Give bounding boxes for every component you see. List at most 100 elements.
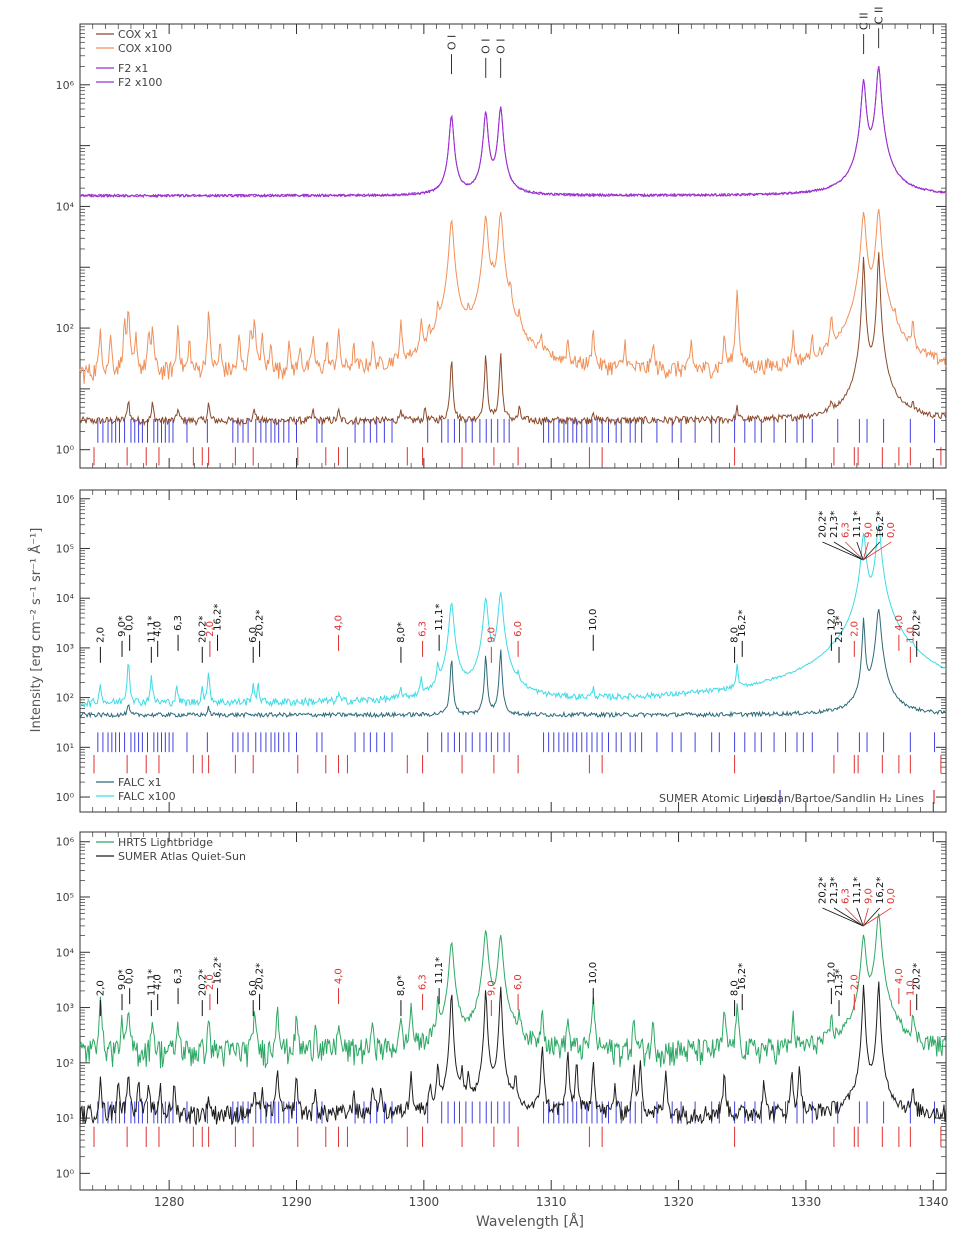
y-tick-label: 10⁰ bbox=[56, 791, 75, 804]
h2-label: 6,3 bbox=[173, 968, 184, 984]
y-tick-label: 10⁵ bbox=[56, 891, 74, 904]
line-id-label: C II bbox=[873, 7, 886, 25]
series-line-falc-x1 bbox=[79, 608, 947, 719]
line-id-label: O I bbox=[480, 38, 493, 53]
legend-label: COX x1 bbox=[118, 28, 158, 41]
h2-label: 6,3 bbox=[418, 974, 429, 990]
h2-top-label: 0,0 bbox=[886, 522, 897, 538]
y-tick-label: 10⁵ bbox=[56, 542, 74, 555]
h2-top-leader bbox=[822, 907, 864, 927]
h2-top-leader bbox=[856, 907, 864, 927]
series-line-cox-x100 bbox=[79, 208, 947, 384]
y-tick-label: 10² bbox=[56, 1057, 74, 1070]
h2-top-label: 16,2* bbox=[875, 877, 886, 904]
x-tick-label: 1330 bbox=[791, 1195, 822, 1209]
h2-label: 20,2* bbox=[912, 610, 923, 637]
h2-label: 16,2* bbox=[213, 604, 224, 631]
h2-top-leader bbox=[845, 907, 864, 927]
h2-top-leader bbox=[863, 541, 892, 561]
h2-label: 12,0 bbox=[826, 962, 837, 984]
h2-label: 16,2* bbox=[213, 957, 224, 984]
y-tick-label: 10⁴ bbox=[56, 592, 75, 605]
line-id-label: C II bbox=[858, 12, 871, 30]
h2-label: 20,2* bbox=[255, 610, 266, 637]
h2-label: 6,0 bbox=[513, 621, 524, 637]
h2-label: 10,0 bbox=[588, 962, 599, 984]
series-line-f2-x100 bbox=[79, 66, 947, 199]
h2-label: 4,0 bbox=[153, 974, 164, 990]
h2-label: 4,0 bbox=[153, 621, 164, 637]
h2-top-leader bbox=[845, 541, 864, 561]
h2-top-label: 16,2* bbox=[875, 511, 886, 538]
h2-label: 2,0 bbox=[95, 980, 106, 996]
legend-label: COX x100 bbox=[118, 42, 172, 55]
h2-label: 9,0* bbox=[117, 969, 128, 990]
h2-top-label: 20,2* bbox=[817, 877, 828, 904]
legend-label: HRTS Lightbridge bbox=[118, 836, 213, 849]
h2-label: 2,0 bbox=[849, 974, 860, 990]
h2-label: 0,0 bbox=[125, 615, 136, 631]
series-line-cox-x1 bbox=[79, 252, 947, 427]
y-tick-label: 10⁶ bbox=[56, 79, 75, 92]
h2-label: 8,0* bbox=[396, 622, 407, 643]
panel-bottom: 10⁰ 10¹ 10² 10³ 10⁴ 10⁵ 10⁶ HRTS LightbridgeSUM… bbox=[56, 831, 947, 1191]
line-id-label: O I bbox=[445, 35, 458, 50]
h2-label: 9,0 bbox=[486, 627, 497, 643]
h2-label: 6,3 bbox=[418, 621, 429, 637]
h2-label: 12,0 bbox=[826, 609, 837, 631]
h2-label: 2,0 bbox=[95, 627, 106, 643]
y-tick-label: 10⁴ bbox=[56, 946, 75, 959]
h2-label: 2,0 bbox=[849, 621, 860, 637]
h2-label: 4,0 bbox=[894, 615, 905, 631]
h2-top-label: 6,3 bbox=[840, 522, 851, 538]
h2-label: 11,1* bbox=[146, 969, 157, 996]
h2-top-label: 20,2* bbox=[817, 511, 828, 538]
legend-label: F2 x1 bbox=[118, 62, 148, 75]
h2-label: 1,0 bbox=[905, 627, 916, 643]
x-tick-label: 1320 bbox=[663, 1195, 694, 1209]
h2-label: 8,0 bbox=[730, 980, 741, 996]
h2-label: 9,0 bbox=[486, 980, 497, 996]
y-tick-label: 10⁶ bbox=[56, 836, 75, 849]
h2-label: 8,0 bbox=[730, 627, 741, 643]
series-line-hrts-lightbridge bbox=[79, 913, 947, 1069]
h2-top-label: 11,1* bbox=[852, 877, 863, 904]
h2-label: 6,0 bbox=[248, 980, 259, 996]
h2-label: 11,1* bbox=[434, 957, 445, 984]
h2-label: 20,2* bbox=[912, 963, 923, 990]
legend-label: FALC x1 bbox=[118, 776, 162, 789]
y-tick-label: 10⁰ bbox=[56, 444, 75, 457]
h2-label: 6,0 bbox=[248, 627, 259, 643]
h2-lines-key: Jordan/Bartoe/Sandlin H₂ Lines bbox=[755, 792, 924, 805]
h2-label: 21,3* bbox=[834, 616, 845, 643]
h2-top-leader bbox=[863, 907, 892, 927]
h2-label: 4,0 bbox=[334, 615, 345, 631]
series-line-sumer-atlas-quiet-sun bbox=[79, 981, 947, 1126]
h2-label: 20,2* bbox=[197, 969, 208, 996]
h2-label: 6,0 bbox=[513, 974, 524, 990]
h2-label: 0,0 bbox=[125, 968, 136, 984]
h2-label: 4,0 bbox=[334, 968, 345, 984]
h2-label: 6,3 bbox=[173, 615, 184, 631]
y-tick-label: 10² bbox=[56, 322, 74, 335]
h2-top-label: 21,3* bbox=[829, 511, 840, 538]
h2-label: 11,1* bbox=[434, 604, 445, 631]
h2-label: 4,0 bbox=[894, 968, 905, 984]
y-tick-label: 10⁶ bbox=[56, 493, 75, 506]
h2-label: 16,2* bbox=[737, 610, 748, 637]
h2-top-label: 6,3 bbox=[840, 888, 851, 904]
x-tick-label: 1310 bbox=[536, 1195, 567, 1209]
atomic-lines-key: SUMER Atomic Lines bbox=[659, 792, 772, 805]
y-tick-label: 10¹ bbox=[56, 741, 74, 754]
h2-label: 21,3* bbox=[834, 969, 845, 996]
h2-top-leader bbox=[833, 907, 864, 927]
h2-top-leader bbox=[862, 541, 881, 561]
h2-label: 8,0* bbox=[396, 975, 407, 996]
legend-label: F2 x100 bbox=[118, 76, 162, 89]
h2-label: 16,2* bbox=[737, 963, 748, 990]
h2-label: 1,0 bbox=[905, 980, 916, 996]
h2-top-label: 21,3* bbox=[829, 877, 840, 904]
